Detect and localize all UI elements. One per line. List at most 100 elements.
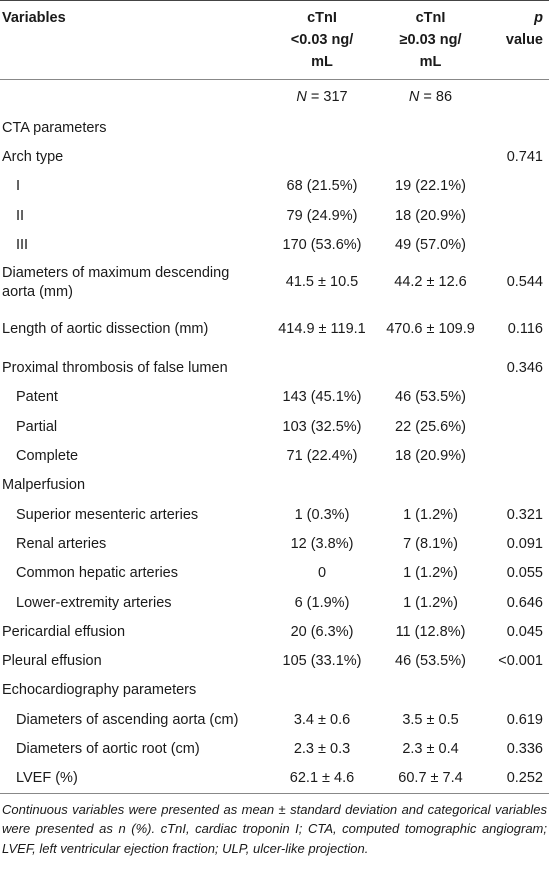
header-variables-text: Variables [2, 10, 66, 26]
table-row: Proximal thrombosis of false lumen 0.346 [0, 353, 549, 382]
header-row: Variables cTnI <0.03 ng/ mL cTnI ≥0.03 n… [0, 0, 549, 80]
n-row-label [0, 80, 265, 114]
table-row: Common hepatic arteries 0 1 (1.2%) 0.055 [0, 559, 549, 588]
n-value-low: N = 317 [296, 88, 348, 105]
table-row: Superior mesenteric arteries 1 (0.3%) 1 (1… [0, 500, 549, 529]
row-p-value [482, 383, 549, 412]
row-label: Diameters of ascending aorta (cm) [16, 711, 239, 728]
row-value-low: 6 (1.9%) [294, 594, 350, 611]
header-ctni-low-line1: cTnI [307, 10, 337, 26]
row-value-high: 3.5 ± 0.5 [402, 711, 459, 728]
row-value-high: 470.6 ± 109.9 [386, 321, 475, 338]
table-row: Length of aortic dissection (mm) 414.9 ± … [0, 306, 549, 353]
table-row: Malperfusion [0, 471, 549, 500]
n-row: N = 317 N = 86 [0, 80, 549, 114]
row-p-value [482, 412, 549, 441]
row-p-value [482, 676, 549, 705]
row-label: Length of aortic dissection (mm) [2, 321, 209, 338]
table-footnote: Continuous variables were presented as m… [2, 801, 547, 856]
row-value-low: 71 (22.4%) [286, 448, 358, 465]
header-p-line2: value [505, 32, 543, 48]
row-value-low: 105 (33.1%) [282, 653, 362, 670]
table-bottom-rule [0, 792, 549, 794]
header-variables: Variables [0, 1, 265, 80]
row-label: II [16, 207, 25, 224]
row-p-value: 0.619 [506, 711, 543, 728]
row-value-high: 1 (1.2%) [403, 506, 458, 523]
n-row-col2: N = 86 [379, 80, 482, 114]
n-row-col1: N = 317 [265, 80, 379, 114]
row-value-low [265, 471, 379, 500]
header-ctni-low-line3: mL [311, 54, 333, 70]
row-p-value [482, 471, 549, 500]
table-row: II 79 (24.9%) 18 (20.9%) [0, 201, 549, 230]
row-p-value: 0.055 [506, 565, 543, 582]
row-label: Partial [16, 418, 58, 435]
table-row: Lower-extremity arteries 6 (1.9%) 1 (1.2%)… [0, 588, 549, 617]
table-row: Arch type 0.741 [0, 142, 549, 171]
row-p-value [482, 441, 549, 470]
row-value-high [379, 471, 482, 500]
row-p-value: 0.336 [506, 740, 543, 757]
header-ctni-high-line1: cTnI [415, 10, 446, 26]
row-label: Lower-extremity arteries [16, 594, 172, 611]
table-row: LVEF (%) 62.1 ± 4.6 60.7 ± 7.4 0.252 [0, 764, 549, 793]
row-value-low: 170 (53.6%) [282, 236, 362, 253]
data-table: Variables cTnI <0.03 ng/ mL cTnI ≥0.03 n… [0, 0, 549, 793]
row-value-high: 19 (22.1%) [395, 178, 466, 195]
row-p-value: 0.741 [506, 148, 543, 165]
row-label: Proximal thrombosis of false lumen [2, 360, 228, 377]
row-label: Superior mesenteric arteries [16, 506, 199, 523]
header-ctni-high-line3: mL [419, 54, 442, 70]
row-value-high: 46 (53.5%) [395, 653, 466, 670]
row-value-low: 20 (6.3%) [290, 623, 354, 640]
row-label: Renal arteries [16, 535, 107, 552]
row-p-value [482, 172, 549, 201]
row-p-value [482, 113, 549, 142]
row-p-value: 0.321 [506, 506, 543, 523]
row-value-high [379, 353, 482, 382]
row-value-high: 60.7 ± 7.4 [398, 770, 463, 787]
header-ctni-high: cTnI ≥0.03 ng/ mL [379, 1, 482, 80]
table-row: III 170 (53.6%) 49 (57.0%) [0, 230, 549, 259]
row-p-value: 0.045 [506, 623, 543, 640]
row-value-high [379, 676, 482, 705]
row-p-value: 0.544 [506, 274, 543, 291]
table-body: N = 317 N = 86 CTA parameters Arch type 0.… [0, 80, 549, 793]
row-value-high: 2.3 ± 0.4 [402, 740, 459, 757]
table-row: Complete 71 (22.4%) 18 (20.9%) [0, 441, 549, 470]
row-label: III [16, 236, 29, 253]
row-label: Diameters of aortic root (cm) [16, 740, 200, 757]
row-p-value: 0.091 [506, 535, 543, 552]
table-row: Pleural effusion 105 (33.1%) 46 (53.5%) <0.… [0, 646, 549, 675]
row-label: Diameters of maximum descending aorta (m… [2, 264, 230, 300]
header-ctni-high-line2: ≥0.03 ng/ [399, 32, 462, 48]
row-p-value: 0.252 [506, 770, 543, 787]
row-value-high: 7 (8.1%) [403, 535, 458, 552]
row-value-high: 1 (1.2%) [403, 565, 458, 582]
row-value-low: 68 (21.5%) [286, 178, 358, 195]
row-value-high: 18 (20.9%) [395, 448, 466, 465]
table-header: Variables cTnI <0.03 ng/ mL cTnI ≥0.03 n… [0, 0, 549, 80]
table-row: Partial 103 (32.5%) 22 (25.6%) [0, 412, 549, 441]
row-value-low: 143 (45.1%) [282, 389, 362, 406]
row-label: Pleural effusion [2, 653, 102, 670]
row-value-low: 62.1 ± 4.6 [289, 770, 355, 787]
row-value-low: 3.4 ± 0.6 [293, 711, 351, 728]
table-row: Diameters of ascending aorta (cm) 3.4 ± 0… [0, 705, 549, 734]
row-value-high: 49 (57.0%) [395, 236, 466, 253]
table-row: I 68 (21.5%) 19 (22.1%) [0, 172, 549, 201]
header-ctni-low: cTnI <0.03 ng/ mL [265, 1, 379, 80]
row-p-value: <0.001 [498, 653, 543, 670]
row-label: I [16, 178, 21, 195]
header-p-line1: p [534, 10, 543, 26]
row-value-high: 1 (1.2%) [403, 594, 458, 611]
row-value-low: 1 (0.3%) [294, 506, 350, 523]
row-label: Arch type [2, 148, 64, 165]
row-p-value [482, 201, 549, 230]
row-value-high [379, 142, 482, 171]
row-label: LVEF (%) [16, 770, 78, 787]
row-p-value: 0.646 [506, 594, 543, 611]
row-p-value [482, 230, 549, 259]
